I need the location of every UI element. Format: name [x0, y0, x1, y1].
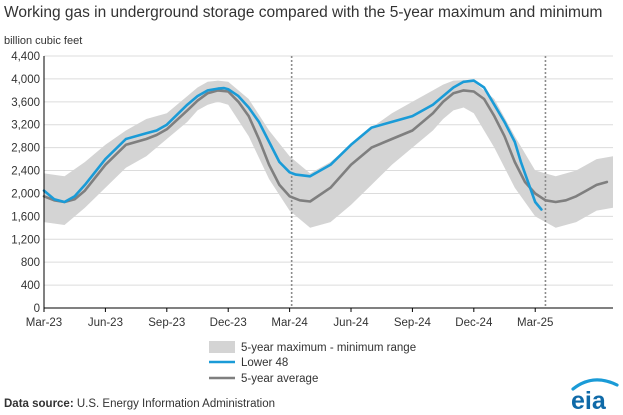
y-tick-labels: 0 400 800 1,200 1,600 2,000 2,400 2,800 3,200 3,6…	[11, 51, 40, 315]
y-tick-label: 0	[34, 303, 40, 315]
legend-label: Lower 48	[241, 357, 288, 369]
series-range-band	[44, 80, 613, 228]
chart-title: Working gas in underground storage compa…	[4, 4, 603, 21]
x-tick-label: Sep-24	[394, 317, 432, 329]
axes	[43, 56, 613, 309]
y-tick-label: 2,000	[11, 188, 40, 200]
x-tick-label: Sep-23	[148, 317, 185, 329]
x-tick-labels: Mar-23 Jun-23 Sep-23 Dec-23 Mar-24 Jun-24 Sep-…	[26, 308, 553, 329]
x-tick-label: Dec-23	[210, 317, 247, 329]
series-line-lower-48	[42, 79, 543, 211]
legend-swatch-band	[209, 341, 235, 353]
x-tick-label: Mar-25	[517, 317, 553, 329]
y-tick-label: 1,200	[11, 234, 40, 246]
range-band	[44, 80, 613, 228]
y-tick-label: 3,200	[11, 120, 40, 132]
reference-lines	[290, 56, 547, 308]
y-tick-label: 4,000	[11, 74, 40, 86]
chart-canvas: 0 400 800 1,200 1,600 2,000 2,400 2,800 3,200 3,6…	[11, 51, 613, 385]
y-tick-label: 1,600	[11, 211, 40, 223]
data-source-note: Data source: U.S. Energy Information Adm…	[4, 398, 275, 410]
y-tick-label: 2,400	[11, 166, 40, 178]
y-tick-label: 800	[21, 257, 40, 269]
x-tick-label: Mar-23	[26, 317, 62, 329]
y-axis-unit-label: billion cubic feet	[4, 35, 83, 47]
y-tick-label: 4,400	[11, 51, 40, 63]
x-tick-label: Dec-24	[455, 317, 493, 329]
logo-arc	[571, 378, 619, 391]
logo-text: eia	[571, 387, 607, 413]
eia-logo: eia	[571, 378, 619, 413]
source-text: U.S. Energy Information Administration	[73, 398, 276, 410]
x-tick-label: Mar-24	[271, 317, 308, 329]
x-tick-label: Jun-24	[333, 317, 369, 329]
y-tick-label: 2,800	[11, 143, 40, 155]
legend-label: 5-year average	[241, 373, 318, 385]
legend-label: 5-year maximum - minimum range	[241, 342, 416, 354]
y-tick-label: 400	[21, 280, 40, 292]
series-lines	[42, 79, 609, 211]
legend: 5-year maximum - minimum range Lower 48 5-…	[209, 341, 416, 385]
y-tick-label: 3,600	[11, 97, 40, 109]
x-tick-label: Jun-23	[88, 317, 123, 329]
source-label: Data source:	[4, 398, 74, 410]
